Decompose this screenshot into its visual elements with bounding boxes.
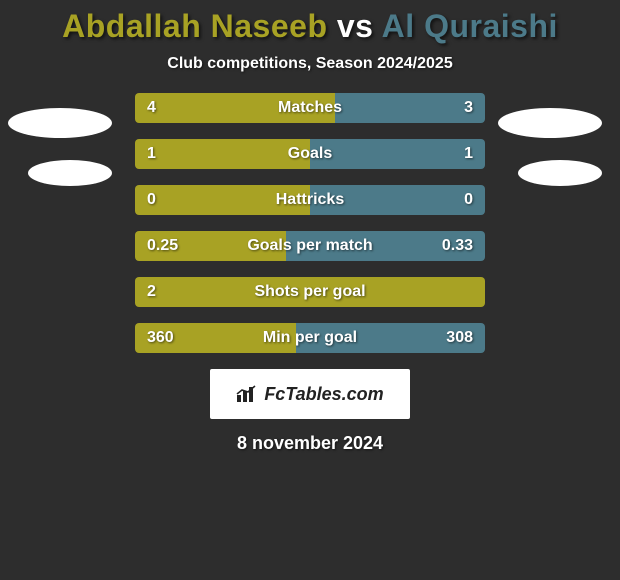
stat-row: 00Hattricks [135,185,485,215]
decorative-ellipse [8,108,112,138]
stat-label: Goals [135,139,485,169]
stat-row: 360308Min per goal [135,323,485,353]
stat-row: 43Matches [135,93,485,123]
decorative-ellipse [498,108,602,138]
title-player2: Al Quraishi [382,8,558,44]
watermark-text: FcTables.com [264,384,383,405]
stat-label: Min per goal [135,323,485,353]
page-title: Abdallah Naseeb vs Al Quraishi [0,0,620,45]
decorative-ellipse [28,160,112,186]
watermark: FcTables.com [210,369,410,419]
title-player1: Abdallah Naseeb [62,8,327,44]
comparison-stage: 43Matches 11Goals 00Hattricks 0.250.33Goals… [0,93,620,353]
stat-row: 11Goals [135,139,485,169]
stat-label: Shots per goal [135,277,485,307]
stat-label: Hattricks [135,185,485,215]
subtitle: Club competitions, Season 2024/2025 [0,55,620,73]
stat-row: 2Shots per goal [135,277,485,307]
decorative-ellipse [518,160,602,186]
stat-label: Matches [135,93,485,123]
title-vs: vs [327,8,381,44]
stat-label: Goals per match [135,231,485,261]
stat-rows: 43Matches 11Goals 00Hattricks 0.250.33Goals… [135,93,485,353]
stat-row: 0.250.33Goals per match [135,231,485,261]
date-text: 8 november 2024 [0,433,620,454]
bar-chart-icon [236,385,258,403]
